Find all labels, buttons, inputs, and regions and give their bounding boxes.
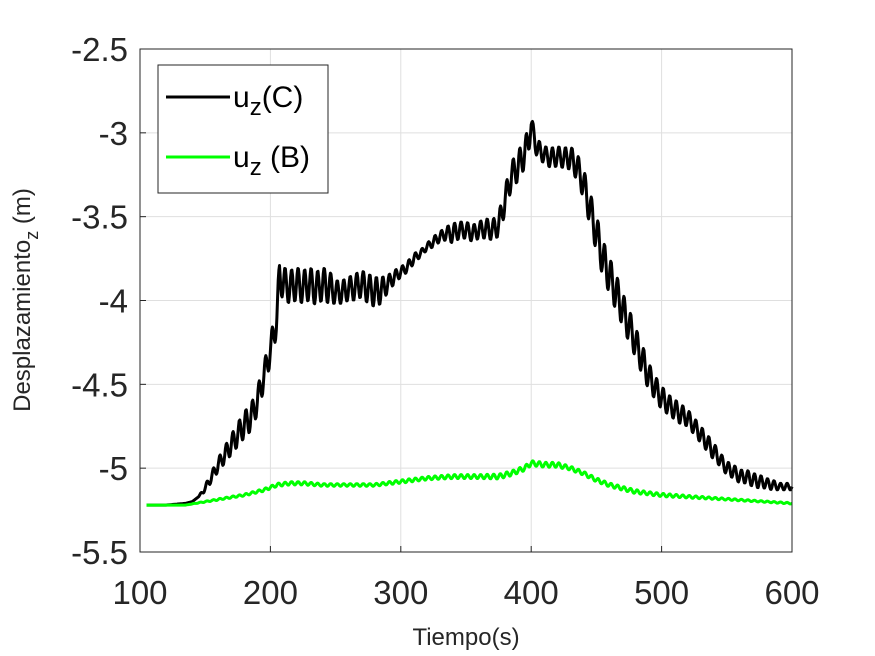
y-tick-label: -3 [99, 115, 128, 152]
y-tick-label: -4 [99, 283, 128, 320]
x-tick-label: 100 [112, 574, 167, 611]
legend: uz(C) uz (B) [157, 64, 329, 194]
y-axis-label-sub: z [22, 231, 42, 240]
x-tick-label: 500 [634, 574, 689, 611]
y-axis-label-main: Desplazamiento [9, 240, 36, 412]
x-tick-label: 300 [373, 574, 428, 611]
y-axis-label: Desplazamientoz (m) [9, 188, 42, 412]
x-tick-labels: 100 200 300 400 500 600 [112, 574, 819, 611]
legend-entry-uz-b-sub: z [250, 154, 262, 181]
series-layer [145, 120, 794, 507]
series-line-uz-c [145, 120, 794, 507]
x-tick-label: 200 [243, 574, 298, 611]
legend-entry-uz-c-main: u [233, 81, 250, 114]
legend-entry-uz-c: uz(C) [233, 81, 303, 121]
y-axis-label-unit: (m) [9, 188, 36, 231]
tick-marks [139, 48, 793, 553]
legend-entry-uz-c-sub: z [250, 94, 262, 121]
y-tick-label: -3.5 [71, 199, 128, 236]
y-tick-label: -5.5 [71, 534, 128, 571]
series-line-uz-b [145, 459, 793, 507]
legend-entry-uz-b-main: u [233, 141, 250, 174]
y-tick-labels: -2.5 -3 -3.5 -4 -4.5 -5 -5.5 [71, 31, 128, 571]
y-tick-label: -2.5 [71, 31, 128, 68]
x-axis-label: Tiempo(s) [412, 624, 519, 651]
y-tick-label: -4.5 [71, 366, 128, 403]
legend-entry-uz-b-rest: (B) [262, 141, 310, 174]
x-tick-label: 400 [504, 574, 559, 611]
legend-box [157, 64, 329, 194]
legend-entry-uz-b: uz (B) [233, 141, 310, 181]
y-tick-label: -5 [99, 450, 128, 487]
legend-entry-uz-c-rest: (C) [262, 81, 304, 114]
x-tick-label: 600 [764, 574, 819, 611]
